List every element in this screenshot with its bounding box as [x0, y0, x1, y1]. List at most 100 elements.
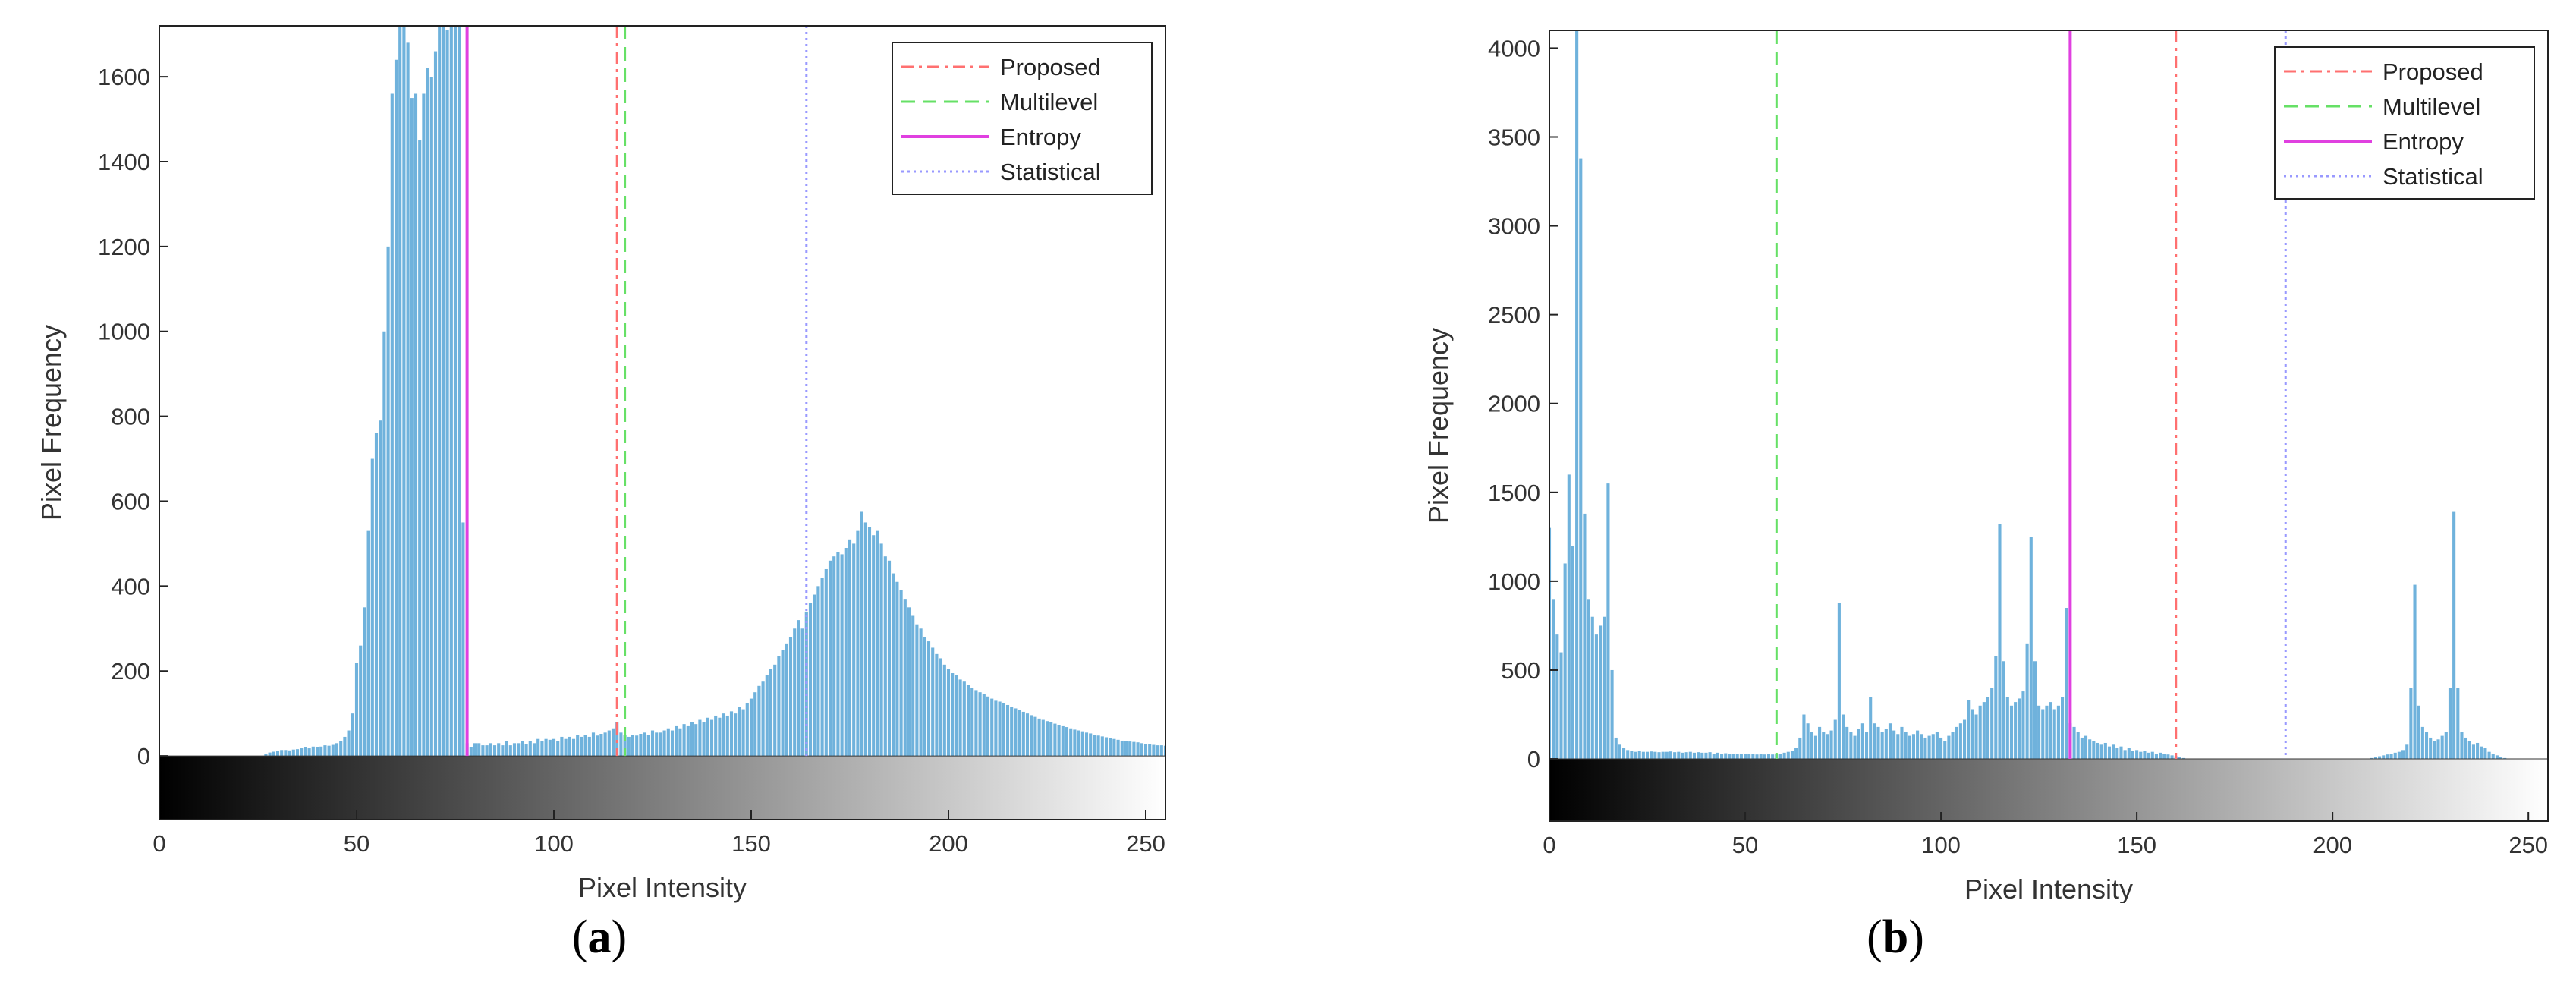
histogram-bar [382, 331, 386, 757]
histogram-bar [931, 647, 935, 757]
axes-box [159, 25, 1166, 820]
histogram-bar [2440, 735, 2444, 760]
histogram-bar [2409, 688, 2413, 760]
histogram-bar [414, 93, 418, 757]
histogram-bar [1842, 714, 1845, 760]
histogram-bar [1563, 563, 1567, 760]
histogram-bar [2491, 754, 2495, 760]
histogram-bar [2018, 698, 2021, 760]
histogram-bar [1849, 732, 1853, 760]
histogram-bar [709, 719, 714, 757]
histogram-bar [2103, 742, 2107, 760]
histogram-bar [291, 749, 295, 757]
histogram-bar [288, 750, 291, 757]
histogram-bar [1794, 748, 1798, 760]
histogram-bar [1637, 751, 1641, 760]
histogram-bar [264, 754, 268, 757]
y-tick-label: 2000 [1488, 391, 1540, 417]
histogram-bar [1077, 730, 1080, 757]
y-axis-label: Pixel Frequency [1423, 328, 1454, 524]
histogram-bar [631, 735, 635, 757]
histogram-bar [1864, 732, 1869, 760]
histogram-bar [1041, 719, 1045, 757]
histogram-bar [1962, 719, 1967, 760]
histogram-bar [773, 664, 777, 757]
histogram-bar [1927, 735, 1931, 760]
histogram-bar [1802, 714, 1806, 760]
histogram-bar [2178, 757, 2181, 760]
histogram-bar [650, 730, 655, 757]
histogram-bar [942, 664, 946, 757]
histogram-bar [1994, 656, 1998, 760]
histogram-bar [986, 696, 990, 757]
histogram-bar [655, 732, 659, 757]
histogram-bar [1728, 754, 1731, 760]
histogram-bar [1833, 719, 1837, 760]
histogram-bar [477, 743, 481, 757]
histogram-bar [469, 747, 473, 757]
histogram-bar [1935, 732, 1939, 760]
histogram-bar [284, 750, 288, 757]
histogram-bar [1143, 744, 1148, 757]
x-tick-label: 150 [731, 830, 771, 857]
histogram-bar [2115, 748, 2119, 760]
histogram-bar [1826, 734, 1829, 760]
histogram-bar [1731, 754, 1735, 760]
histogram-bar [1100, 736, 1104, 757]
histogram-bar [1822, 732, 1826, 760]
histogram-bar [627, 736, 631, 757]
histogram-bar [1888, 723, 1892, 760]
histogram-bar [951, 673, 955, 757]
histogram-bar [607, 730, 611, 757]
histogram-bar [2476, 742, 2480, 760]
histogram-bar [2135, 750, 2139, 760]
histogram-bar [2436, 739, 2440, 760]
histogram-bar [300, 748, 304, 757]
histogram-bar [2147, 752, 2150, 760]
histogram-bar [955, 675, 958, 757]
histogram-bar [1990, 688, 1994, 760]
y-tick-label: 0 [137, 743, 150, 770]
histogram-bar [1005, 704, 1010, 757]
legend-item-entropy: Entropy [1000, 124, 1081, 150]
histogram-bar [990, 698, 994, 757]
histogram-bar [315, 747, 319, 757]
histogram-bar [528, 741, 532, 757]
y-tick-label: 400 [111, 573, 150, 600]
histogram-bar [899, 590, 903, 757]
histogram-bar [816, 586, 820, 757]
histogram-bar [521, 741, 524, 757]
histogram-bar [1630, 751, 1634, 760]
histogram-bar [729, 711, 734, 757]
histogram-bar [994, 700, 998, 757]
histogram-bar [406, 42, 410, 757]
x-tick-label: 0 [153, 830, 165, 857]
histogram-bar [741, 709, 745, 757]
histogram-bar [2123, 750, 2127, 760]
histogram-bar [761, 681, 765, 757]
histogram-bar [1853, 735, 1857, 760]
histogram-bar [1669, 751, 1673, 760]
histogram-bar [970, 688, 974, 757]
histogram-bar [1555, 634, 1559, 760]
histogram-bar [2080, 737, 2084, 760]
histogram-bar [2162, 754, 2166, 760]
histogram-bar [2061, 697, 2065, 760]
legend-item-proposed: Proposed [1000, 54, 1101, 80]
histogram-chart-b: 0 50 100 150 200 2500500100015002000250030003… [1423, 30, 2549, 903]
histogram-bar [1967, 700, 1971, 760]
histogram-bar [1156, 745, 1159, 757]
histogram-bar [2029, 537, 2033, 760]
histogram-bar [962, 681, 966, 757]
x-tick-label: 50 [344, 830, 370, 857]
histogram-bar [1587, 599, 1590, 760]
histogram-bar [998, 701, 1002, 757]
histogram-bar [982, 694, 986, 757]
histogram-bar [390, 93, 394, 757]
histogram-bar [1860, 723, 1864, 760]
histogram-bar [492, 745, 497, 757]
histogram-bar [686, 725, 690, 757]
histogram-bar [1049, 722, 1053, 757]
y-axis-label: Pixel Frequency [36, 325, 67, 521]
histogram-bar [2370, 757, 2373, 760]
